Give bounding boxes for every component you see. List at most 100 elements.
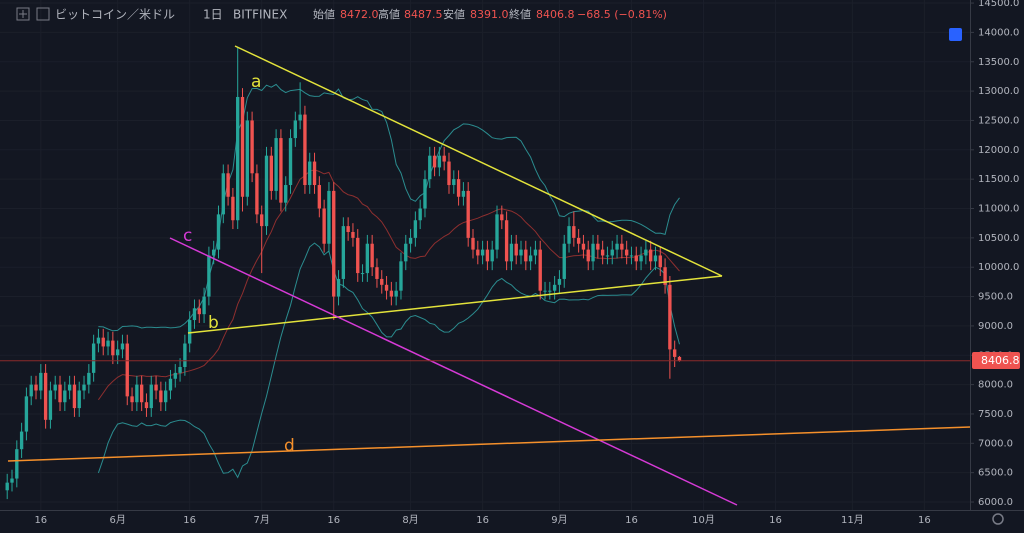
candle-body [149,384,153,409]
y-tick-label: 10500.0 [978,233,1019,244]
candle-body [399,261,403,291]
candle-body [48,390,53,420]
candle-body [533,249,538,256]
candle-body [663,267,667,285]
annotation: b [208,313,219,333]
y-tick-label: 13500.0 [978,57,1019,68]
candle-body [370,243,374,268]
candle-body [168,378,173,391]
annotation: c [183,226,192,246]
x-tick-label: 9月 [551,514,567,526]
candle-body [653,255,658,262]
x-tick-label: 16 [476,515,489,526]
candles [5,47,682,500]
candle-body [423,179,427,209]
candle-body [63,390,67,403]
candle-body [605,255,610,257]
x-tick-label: 16 [327,515,340,526]
candle-body [524,249,528,262]
candle-body [480,249,485,256]
candle-body [519,249,523,256]
candle-body [341,226,346,279]
candle-body [135,384,139,403]
candle-body [10,478,14,483]
candle-body [207,255,211,297]
candle-body [144,402,149,409]
candle-body [255,173,259,215]
annotation: d [284,436,295,456]
candle-body [509,243,514,262]
candle-body [538,249,542,291]
y-tick-label: 6000.0 [978,497,1013,508]
candle-body [24,396,29,432]
last-price-label: 8406.8 [981,354,1020,367]
header: ビットコイン／米ドル 1日 BITFINEX 始値 8472.0 高値 8487… [16,7,667,22]
trendline-a [234,45,723,277]
candle-body [53,384,57,391]
symbol: ビットコイン／米ドル [55,8,175,22]
x-tick-label: 7月 [254,514,270,526]
candle-body [581,243,586,250]
candle-body [284,185,288,203]
candle-body [87,372,91,385]
candle-body [437,155,442,168]
candle-body [327,190,331,244]
y-tick-label: 14500.0 [978,0,1019,9]
candle-body [236,96,240,221]
candle-body [178,367,182,373]
y-tick-label: 9500.0 [978,292,1013,303]
y-tick-label: 13000.0 [978,86,1019,97]
candle-body [106,340,110,347]
candle-body [514,243,518,256]
candle-body [269,155,273,191]
y-tick-label: 10000.0 [978,262,1019,273]
candle-body [495,214,499,250]
candle-body [356,237,360,274]
candle-body [34,384,38,391]
candle-body [634,255,638,262]
candle-body [461,190,466,197]
candle-body [365,243,370,274]
candle-body [447,161,451,186]
candle-body [202,296,206,315]
candle-body [163,390,168,403]
y-tick-label: 7000.0 [978,438,1013,449]
compare-icon[interactable] [36,7,50,21]
candle-body [346,226,350,232]
y-tick-label: 7500.0 [978,409,1013,420]
candle-body [82,384,86,391]
candle-body [548,290,552,292]
high-value: 8487.5 [404,8,443,21]
candle-body [552,284,557,291]
y-tick-label: 12500.0 [978,115,1019,126]
candle-body [648,249,653,262]
candle-body [432,155,437,168]
candle-body [677,356,682,361]
candle-body [221,173,225,215]
candle-body [672,349,677,357]
candle-body [264,155,269,227]
candle-body [77,390,81,409]
candle-body [226,173,230,197]
candle-body [351,231,355,238]
candle-body [485,249,490,262]
candle-body [620,243,624,250]
settings-icon[interactable] [992,513,1004,525]
candle-body [111,340,115,356]
candle-body [245,120,249,197]
candle-body [567,226,571,244]
candle-body [360,273,365,275]
candle-body [130,396,134,403]
candle-body [476,249,480,256]
x-tick-label: 8月 [402,514,418,526]
candle-body [39,372,43,391]
close-label: 終値 [509,7,531,21]
candle-body [101,337,105,347]
candle-body [543,290,547,292]
add-symbol-icon[interactable] [16,7,30,21]
x-tick-label: 16 [769,515,782,526]
candle-body [91,343,96,373]
x-tick-label: 16 [183,515,196,526]
candle-body [187,320,192,344]
scale-icon[interactable] [949,28,962,41]
